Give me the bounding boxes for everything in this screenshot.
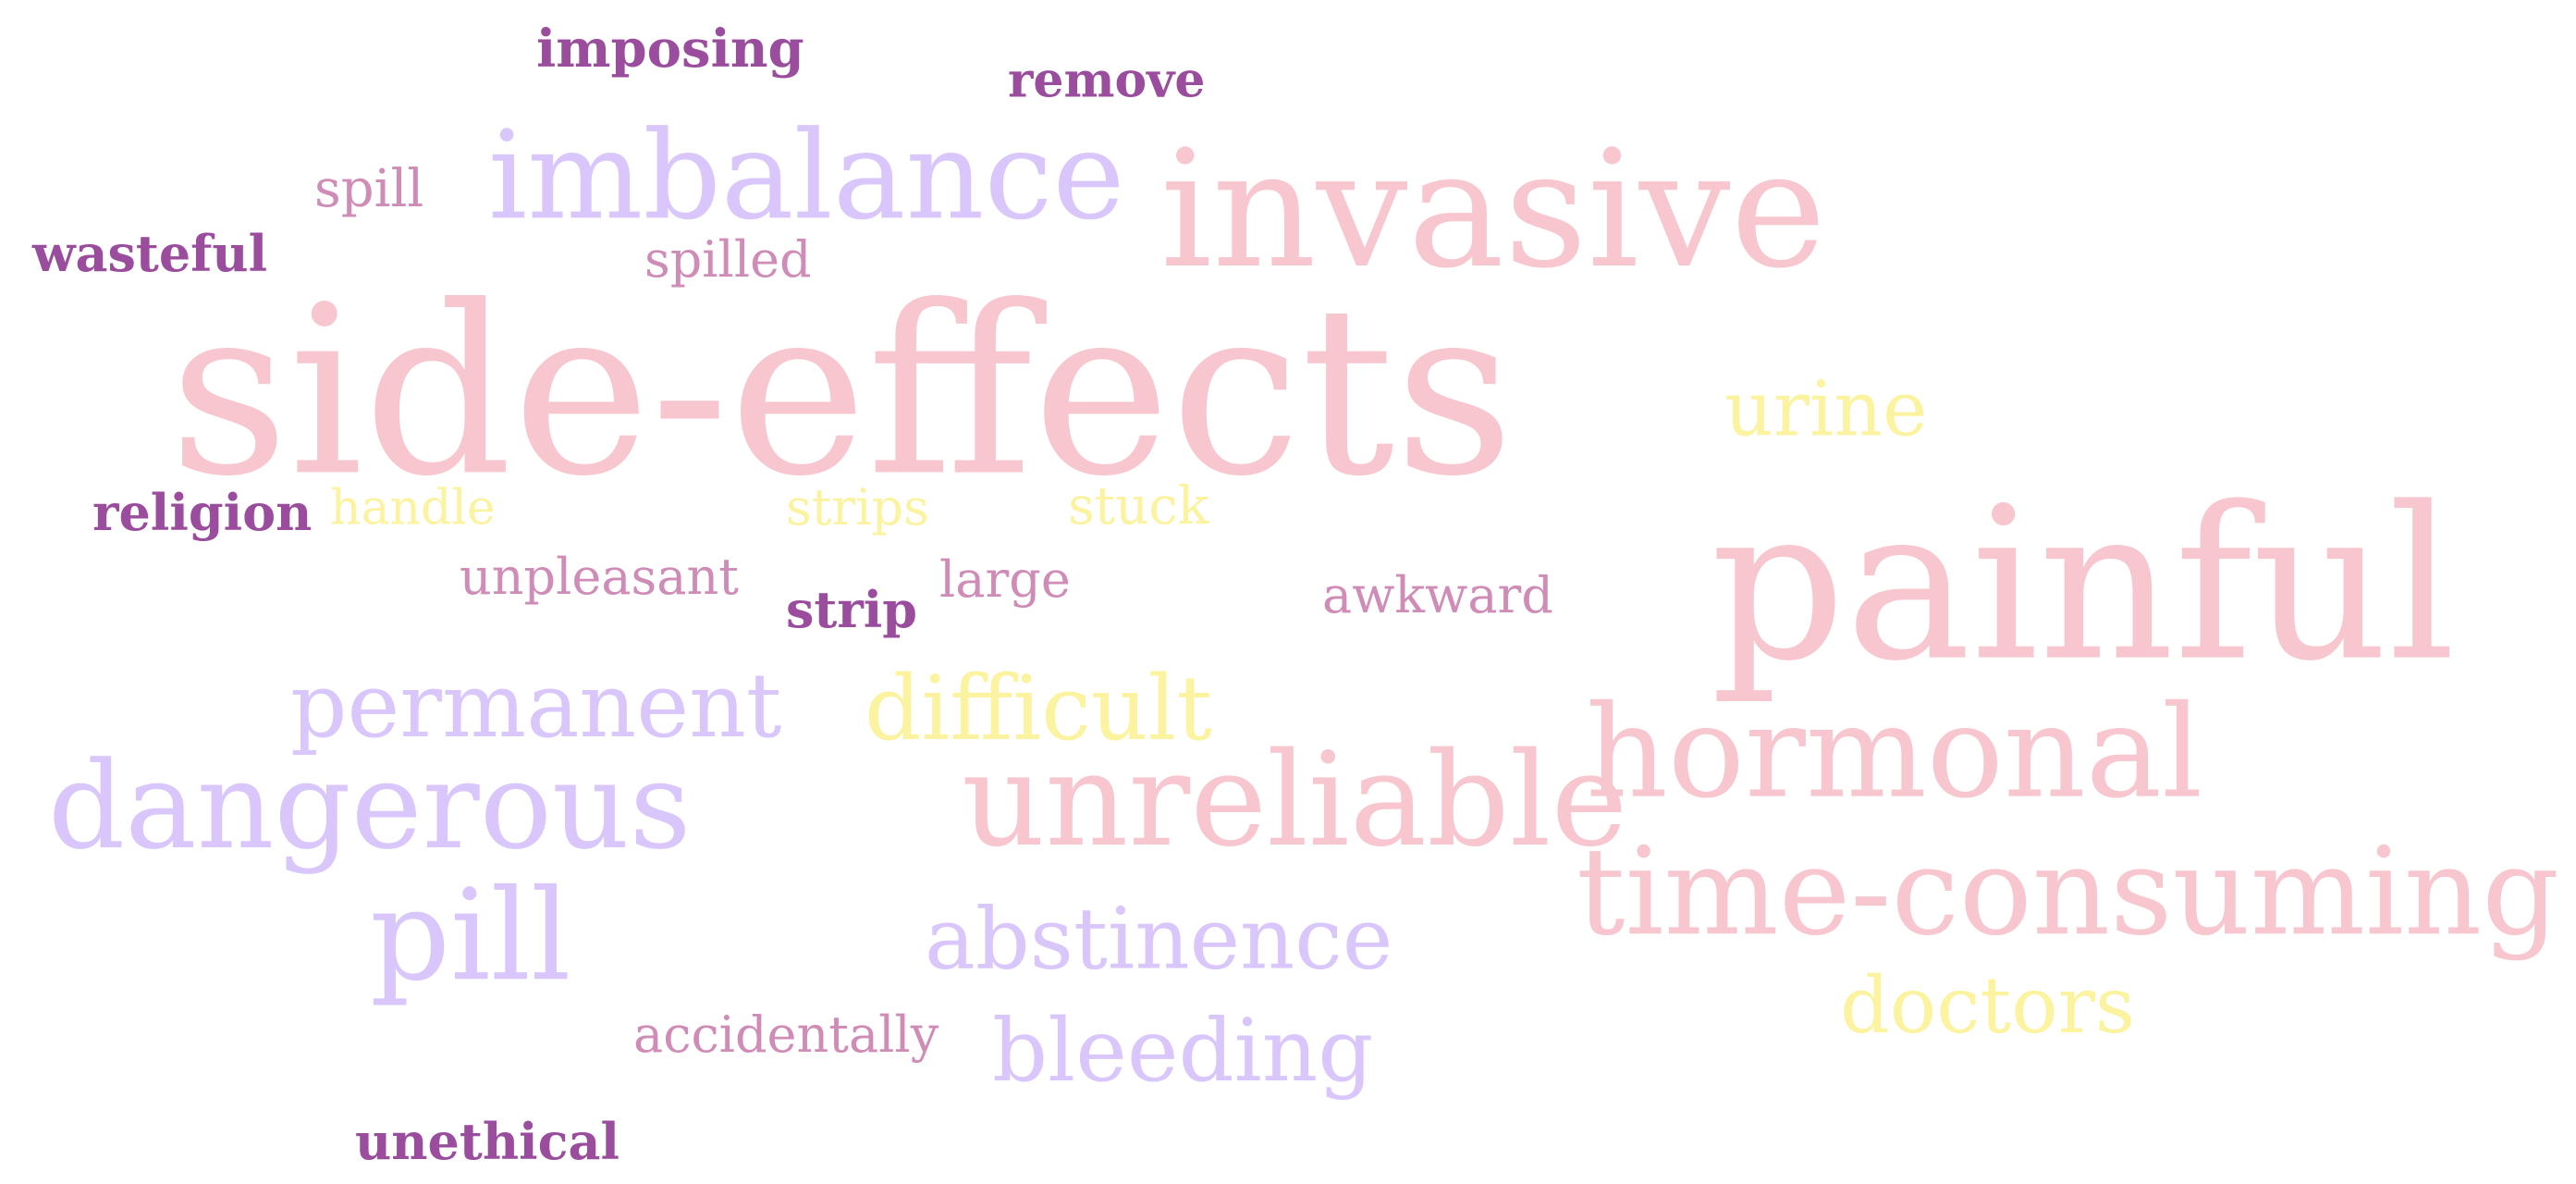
word-spilled: spilled — [644, 229, 812, 289]
word-doctors: doctors — [1840, 959, 2135, 1051]
word-accidentally: accidentally — [633, 1005, 939, 1064]
word-remove: remove — [1008, 52, 1206, 109]
word-religion: religion — [92, 482, 313, 542]
word-unreliable: unreliable — [962, 725, 1628, 876]
word-large: large — [939, 549, 1071, 609]
word-handle: handle — [330, 480, 496, 536]
word-dangerous: dangerous — [48, 735, 692, 876]
word-unpleasant: unpleasant — [460, 547, 739, 606]
word-strips: strips — [786, 477, 929, 536]
word-stuck: stuck — [1068, 476, 1209, 537]
word-abstinence: abstinence — [925, 889, 1393, 989]
word-imbalance: imbalance — [488, 105, 1125, 248]
word-pill: pill — [370, 863, 571, 1010]
word-unethical: unethical — [355, 1111, 619, 1171]
word-invasive: invasive — [1160, 117, 1827, 304]
word-spill: spill — [314, 159, 424, 220]
word-urine: urine — [1724, 365, 1928, 454]
word-painful: painful — [1711, 461, 2456, 708]
word-bleeding: bleeding — [992, 1000, 1374, 1102]
word-permanent: permanent — [290, 654, 782, 758]
word-wasteful: wasteful — [32, 223, 268, 283]
word-strip: strip — [786, 579, 918, 639]
word-hormonal: hormonal — [1586, 677, 2203, 827]
word-awkward: awkward — [1322, 565, 1553, 624]
word-imposing: imposing — [536, 18, 804, 80]
word-time-consuming: time-consuming — [1576, 820, 2560, 963]
word-side-effects: side-effects — [169, 256, 1515, 528]
word-difficult: difficult — [865, 657, 1212, 761]
